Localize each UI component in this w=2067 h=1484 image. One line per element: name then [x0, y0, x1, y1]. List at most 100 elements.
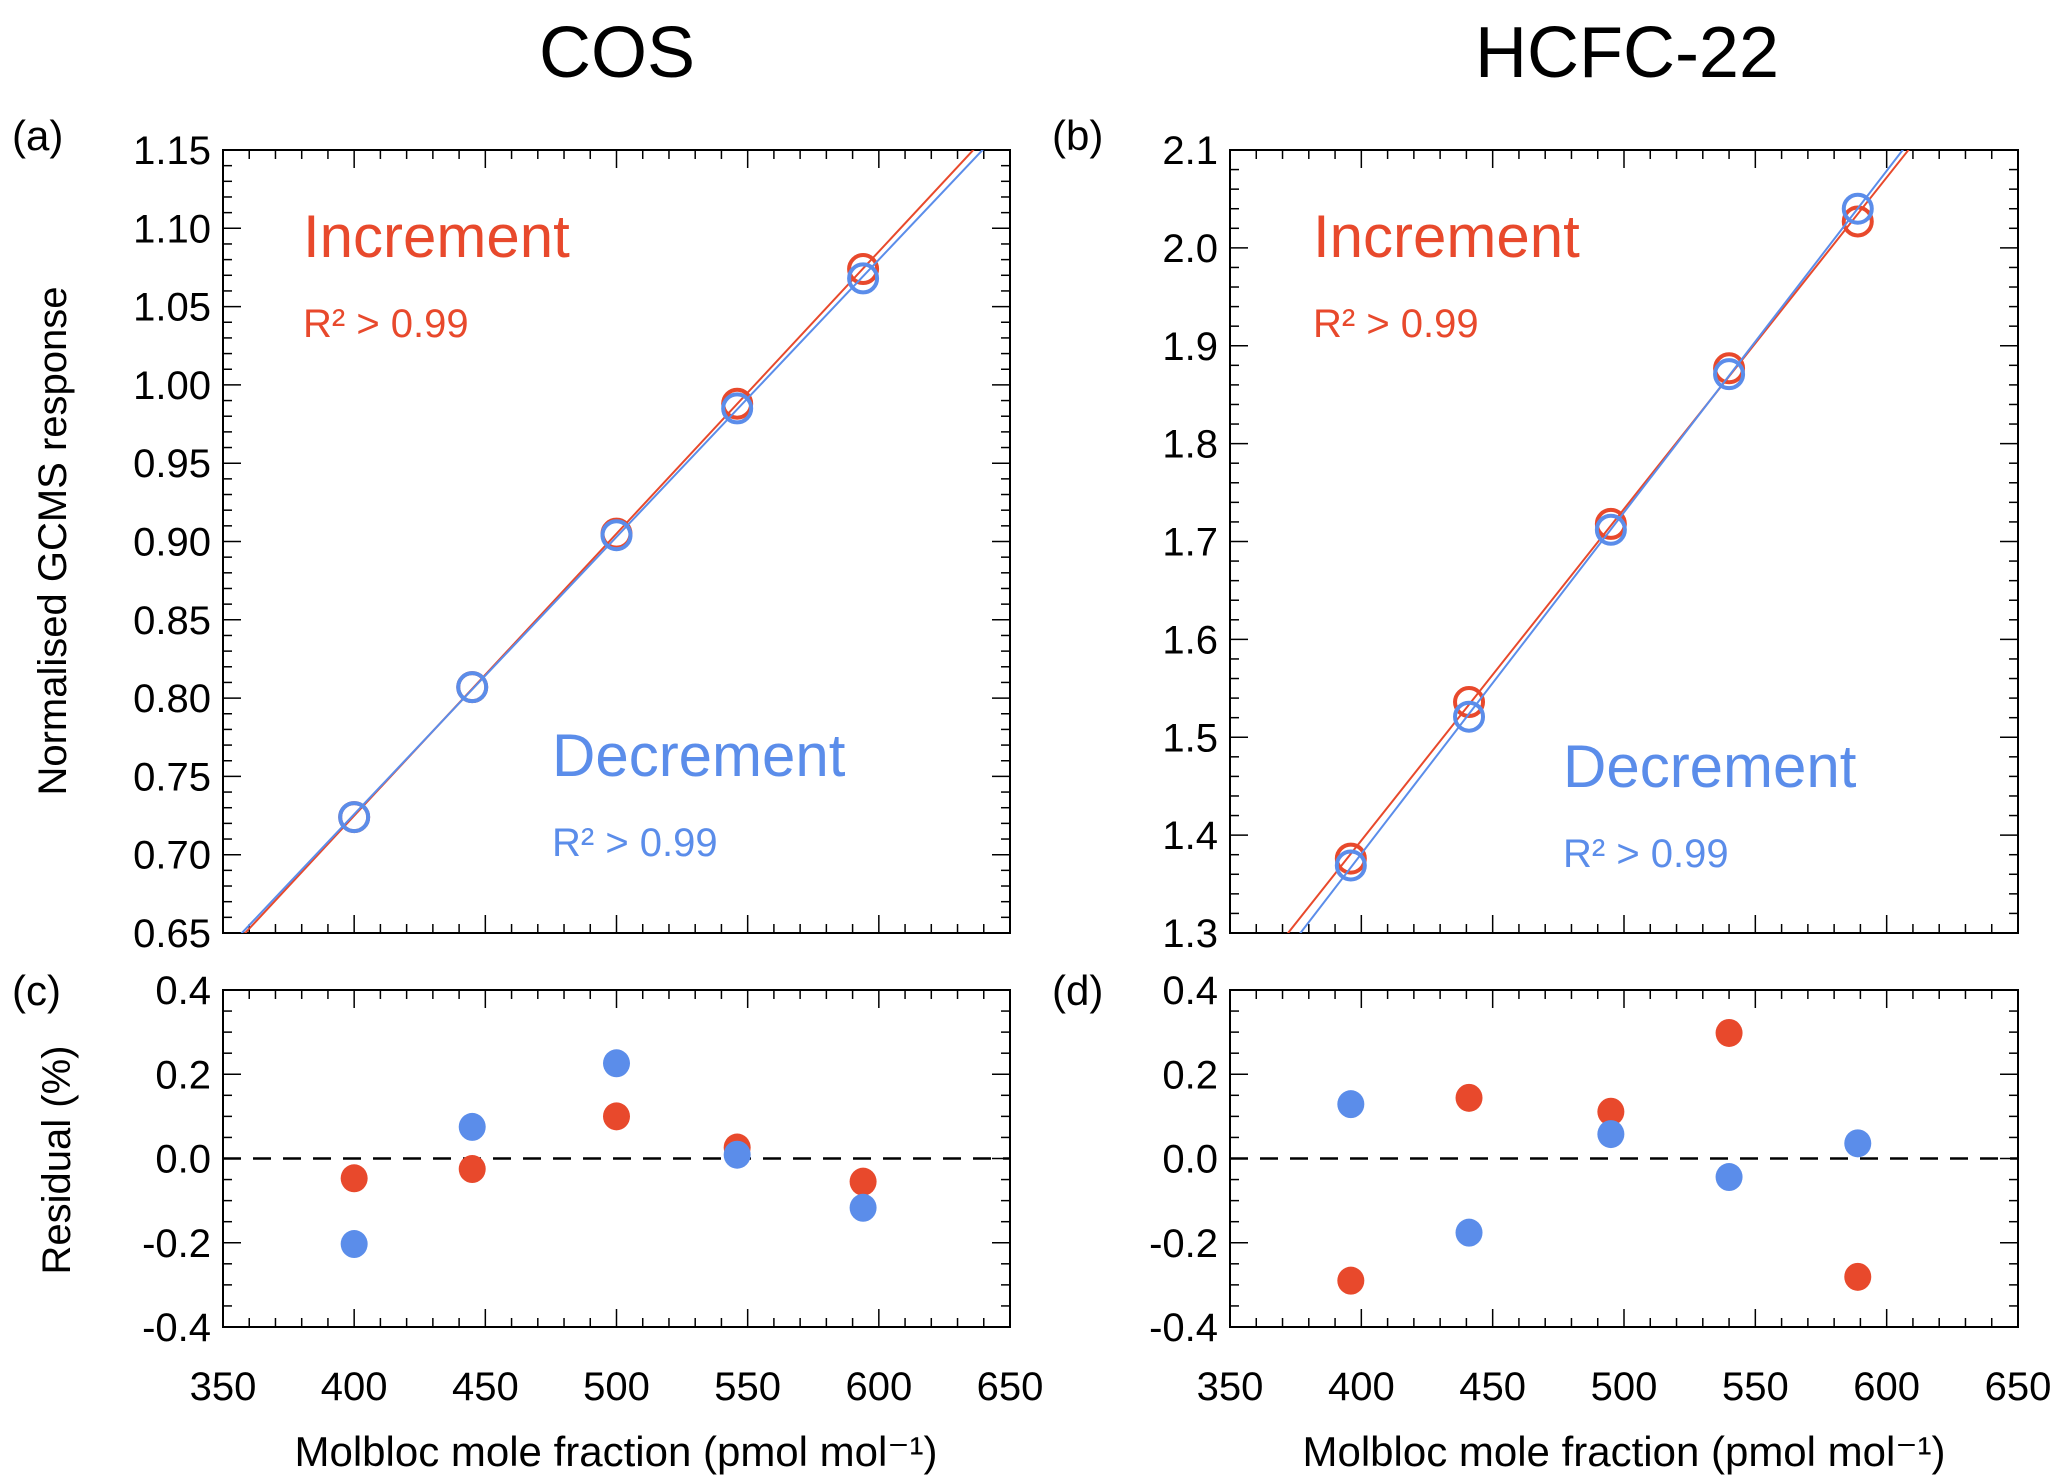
y-axis-label-bottom: Residual (%) — [35, 1046, 79, 1275]
panel-label-b: (b) — [1052, 112, 1103, 159]
y-tick-label: 1.15 — [133, 129, 211, 173]
title-hcfc22: HCFC-22 — [1475, 13, 1779, 93]
y-tick-label: 1.05 — [133, 286, 211, 330]
data-point — [456, 671, 489, 704]
fit-line-decrement — [240, 150, 984, 933]
data-point — [458, 1155, 486, 1184]
data-point — [1455, 1218, 1483, 1247]
panel-label-c: (c) — [12, 967, 61, 1014]
panel-b: 1.3 1.4 1.5 1.6 1.7 1.8 1.9 2.0 2.1 — [1162, 129, 2019, 956]
data-point — [1455, 1083, 1483, 1112]
data-point — [849, 1167, 877, 1196]
y-tick-label: -0.4 — [142, 1306, 211, 1350]
y-tick-label: -0.4 — [1149, 1306, 1218, 1350]
y-tick-label: 0.2 — [155, 1053, 211, 1097]
increment-label-b: Increment — [1313, 203, 1580, 270]
series-decrement — [340, 1049, 877, 1259]
plot-frame — [222, 149, 1011, 934]
series-decrement — [240, 150, 984, 933]
panel-c: 350 400 450 500 550 600 650 -0.4 -0.2 0.0 0.2 0.4 — [142, 969, 1043, 1409]
y-tick-label: 0.80 — [133, 677, 211, 721]
data-point — [1715, 1018, 1743, 1047]
data-point — [603, 1049, 630, 1078]
fit-line-increment — [1286, 150, 1910, 933]
data-point — [1453, 686, 1486, 719]
panel-label-d: (d) — [1052, 967, 1103, 1014]
increment-r2-a: R² > 0.99 — [303, 302, 469, 346]
y-tick-label: 1.7 — [1162, 521, 1218, 565]
data-point — [847, 262, 880, 295]
data-point — [847, 253, 880, 286]
panel-a: 0.65 0.70 0.75 0.80 0.85 0.90 0.95 1.00 1.05 1.10… — [133, 129, 1011, 956]
x-tick-label: 600 — [1853, 1365, 1920, 1409]
data-point — [1337, 1090, 1365, 1119]
y-tick-label: 0.4 — [1162, 969, 1218, 1013]
title-cos: COS — [539, 13, 695, 93]
y-tick-label: 1.10 — [133, 207, 211, 251]
panel-label-a: (a) — [12, 112, 63, 159]
data-point — [600, 519, 633, 552]
data-point — [1597, 1120, 1625, 1149]
data-point — [338, 801, 371, 834]
y-tick-label: 1.8 — [1162, 423, 1218, 467]
data-point — [1841, 192, 1874, 225]
x-tick-label: 500 — [583, 1365, 650, 1409]
y-tick-label: 0.70 — [133, 834, 211, 878]
x-tick-label: 350 — [190, 1365, 257, 1409]
panel-d: 350 400 450 500 550 600 650 -0.4 -0.2 0.0 0.2 0.4 — [1149, 969, 2051, 1409]
data-point — [1715, 1163, 1743, 1192]
x-tick-label: 450 — [452, 1365, 519, 1409]
series-increment — [1286, 150, 1910, 933]
increment-label-a: Increment — [303, 203, 570, 270]
increment-r2-b: R² > 0.99 — [1313, 302, 1479, 346]
data-point — [1597, 1097, 1625, 1126]
x-axis-label-left: Molbloc mole fraction (pmol mol⁻¹) — [294, 1428, 937, 1475]
y-tick-label: 0.75 — [133, 755, 211, 799]
x-tick-label: 600 — [845, 1365, 912, 1409]
y-tick-label: -0.2 — [1149, 1222, 1218, 1266]
series-decrement — [1337, 1090, 1872, 1247]
y-tick-label: 0.2 — [1162, 1053, 1218, 1097]
data-point — [1337, 1266, 1365, 1295]
data-point — [849, 1193, 877, 1222]
decrement-label-a: Decrement — [552, 722, 846, 789]
data-point — [721, 392, 754, 425]
series-increment — [340, 1102, 877, 1196]
x-tick-label: 550 — [1722, 1365, 1789, 1409]
data-point — [458, 1112, 486, 1141]
series-decrement — [1299, 150, 1904, 933]
decrement-r2-a: R² > 0.99 — [552, 821, 718, 865]
data-point — [1713, 358, 1746, 391]
data-point — [723, 1140, 751, 1169]
fit-line-increment — [243, 150, 975, 933]
data-point — [340, 1164, 368, 1193]
decrement-label-b: Decrement — [1563, 733, 1857, 800]
data-point — [1594, 513, 1627, 546]
y-tick-label: 0.0 — [155, 1138, 211, 1182]
y-tick-label: 0.4 — [155, 969, 211, 1013]
y-tick-label: 0.90 — [133, 521, 211, 565]
y-tick-label: 1.9 — [1162, 325, 1218, 369]
y-tick-label: 1.3 — [1162, 912, 1218, 956]
y-tick-label: 0.85 — [133, 599, 211, 643]
y-tick-label: 2.0 — [1162, 227, 1218, 271]
series-increment — [1337, 1018, 1872, 1295]
x-tick-label: 400 — [1328, 1365, 1395, 1409]
x-tick-label: 500 — [1591, 1365, 1658, 1409]
y-tick-label: 1.5 — [1162, 716, 1218, 760]
y-tick-label: 1.00 — [133, 364, 211, 408]
y-tick-label: 0.95 — [133, 442, 211, 486]
y-tick-label: 1.6 — [1162, 618, 1218, 662]
x-tick-label: 450 — [1459, 1365, 1526, 1409]
y-tick-label: -0.2 — [142, 1222, 211, 1266]
data-point — [603, 1102, 630, 1131]
decrement-r2-b: R² > 0.99 — [1563, 832, 1729, 876]
data-point — [1453, 700, 1486, 733]
x-tick-label: 350 — [1197, 1365, 1264, 1409]
x-tick-label: 650 — [977, 1365, 1044, 1409]
data-point — [1334, 849, 1367, 882]
plot-frame — [1229, 149, 2019, 934]
data-point — [1844, 1262, 1872, 1291]
y-axis-label-top: Normalised GCMS response — [31, 286, 75, 795]
